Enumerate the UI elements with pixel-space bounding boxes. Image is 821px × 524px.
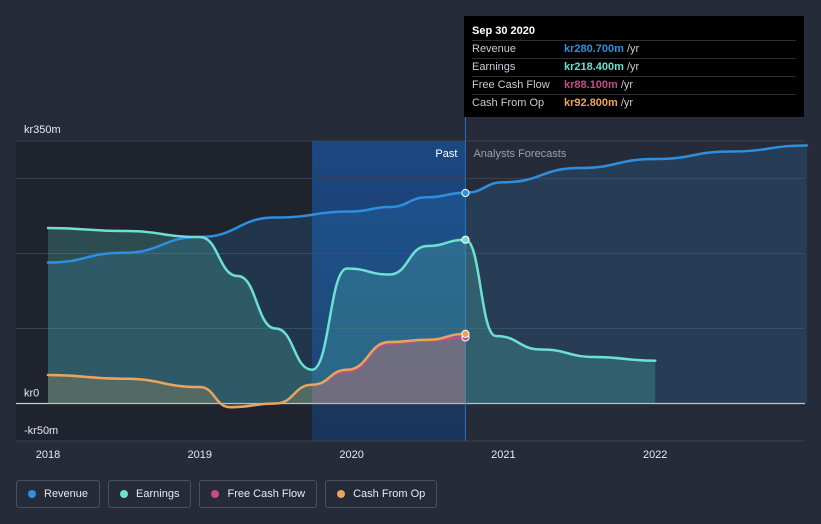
tooltip-unit: /yr: [620, 79, 634, 91]
revenue-area: [48, 145, 807, 404]
tooltip-name: Free Cash Flow: [472, 79, 550, 91]
revenue-dot-icon: [28, 490, 36, 498]
y-tick-label: kr0: [24, 388, 39, 400]
tooltip-row-cash-from-op: Cash From Op kr92.800m /yr: [472, 94, 796, 112]
tooltip-unit: /yr: [620, 97, 634, 109]
legend-label: Free Cash Flow: [227, 488, 306, 500]
cash-from-op-area: [48, 333, 466, 408]
x-tick-label: 2019: [188, 449, 212, 461]
earnings-marker: [461, 235, 470, 244]
legend-label: Cash From Op: [353, 488, 426, 500]
legend-item-free-cash-flow[interactable]: Free Cash Flow: [199, 480, 318, 508]
x-tick-label: 2021: [491, 449, 515, 461]
tooltip-date: Sep 30 2020: [472, 25, 535, 37]
earnings-area: [48, 228, 656, 404]
earnings-dot-icon: [120, 490, 129, 498]
cash-from-op-dot-icon: [337, 490, 346, 498]
y-tick-label: kr350m: [24, 124, 61, 136]
tooltip-value: kr280.700m: [564, 43, 624, 55]
tooltip-value: kr218.400m: [564, 61, 624, 73]
legend-item-revenue[interactable]: Revenue: [16, 480, 101, 508]
tooltip-value: kr92.800m: [564, 97, 618, 109]
tooltip: Sep 30 2020 Revenue kr280.700m /yr Earni…: [464, 16, 804, 117]
free-cash-flow-area: [312, 337, 466, 404]
past-background: [16, 141, 313, 441]
tooltip-row-free-cash-flow: Free Cash Flow kr88.100m /yr: [472, 76, 796, 94]
y-tick-label: -kr50m: [24, 425, 58, 437]
tooltip-unit: /yr: [626, 43, 640, 55]
cash-from-op-line: [46, 332, 467, 409]
legend-label: Revenue: [44, 488, 89, 500]
free-cash-flow-dot-icon: [211, 490, 220, 498]
x-tick-label: 2020: [339, 449, 363, 461]
cash-from-op-marker: [461, 329, 470, 338]
tooltip-name: Cash From Op: [472, 97, 545, 109]
tooltip-row-earnings: Earnings kr218.400m /yr: [472, 58, 796, 76]
tooltip-unit: /yr: [626, 61, 640, 73]
earnings-line: [46, 226, 657, 372]
x-tick-label: 2022: [643, 449, 667, 461]
tooltip-value: kr88.100m: [564, 79, 618, 91]
revenue-marker: [461, 188, 470, 198]
tooltip-row-revenue: Revenue kr280.700m /yr: [472, 40, 796, 58]
legend-label: Earnings: [136, 488, 180, 500]
tooltip-name: Revenue: [472, 43, 517, 55]
legend: Revenue Earnings Free Cash Flow Cash Fro…: [16, 480, 445, 508]
legend-item-cash-from-op[interactable]: Cash From Op: [325, 480, 438, 508]
x-tick-label: 2018: [36, 449, 60, 461]
forecast-label: Analysts Forecasts: [473, 148, 566, 160]
past-highlight-band: [312, 141, 466, 441]
legend-item-earnings[interactable]: Earnings: [108, 480, 192, 508]
tooltip-name: Earnings: [472, 61, 516, 73]
past-label: Past: [435, 148, 457, 160]
